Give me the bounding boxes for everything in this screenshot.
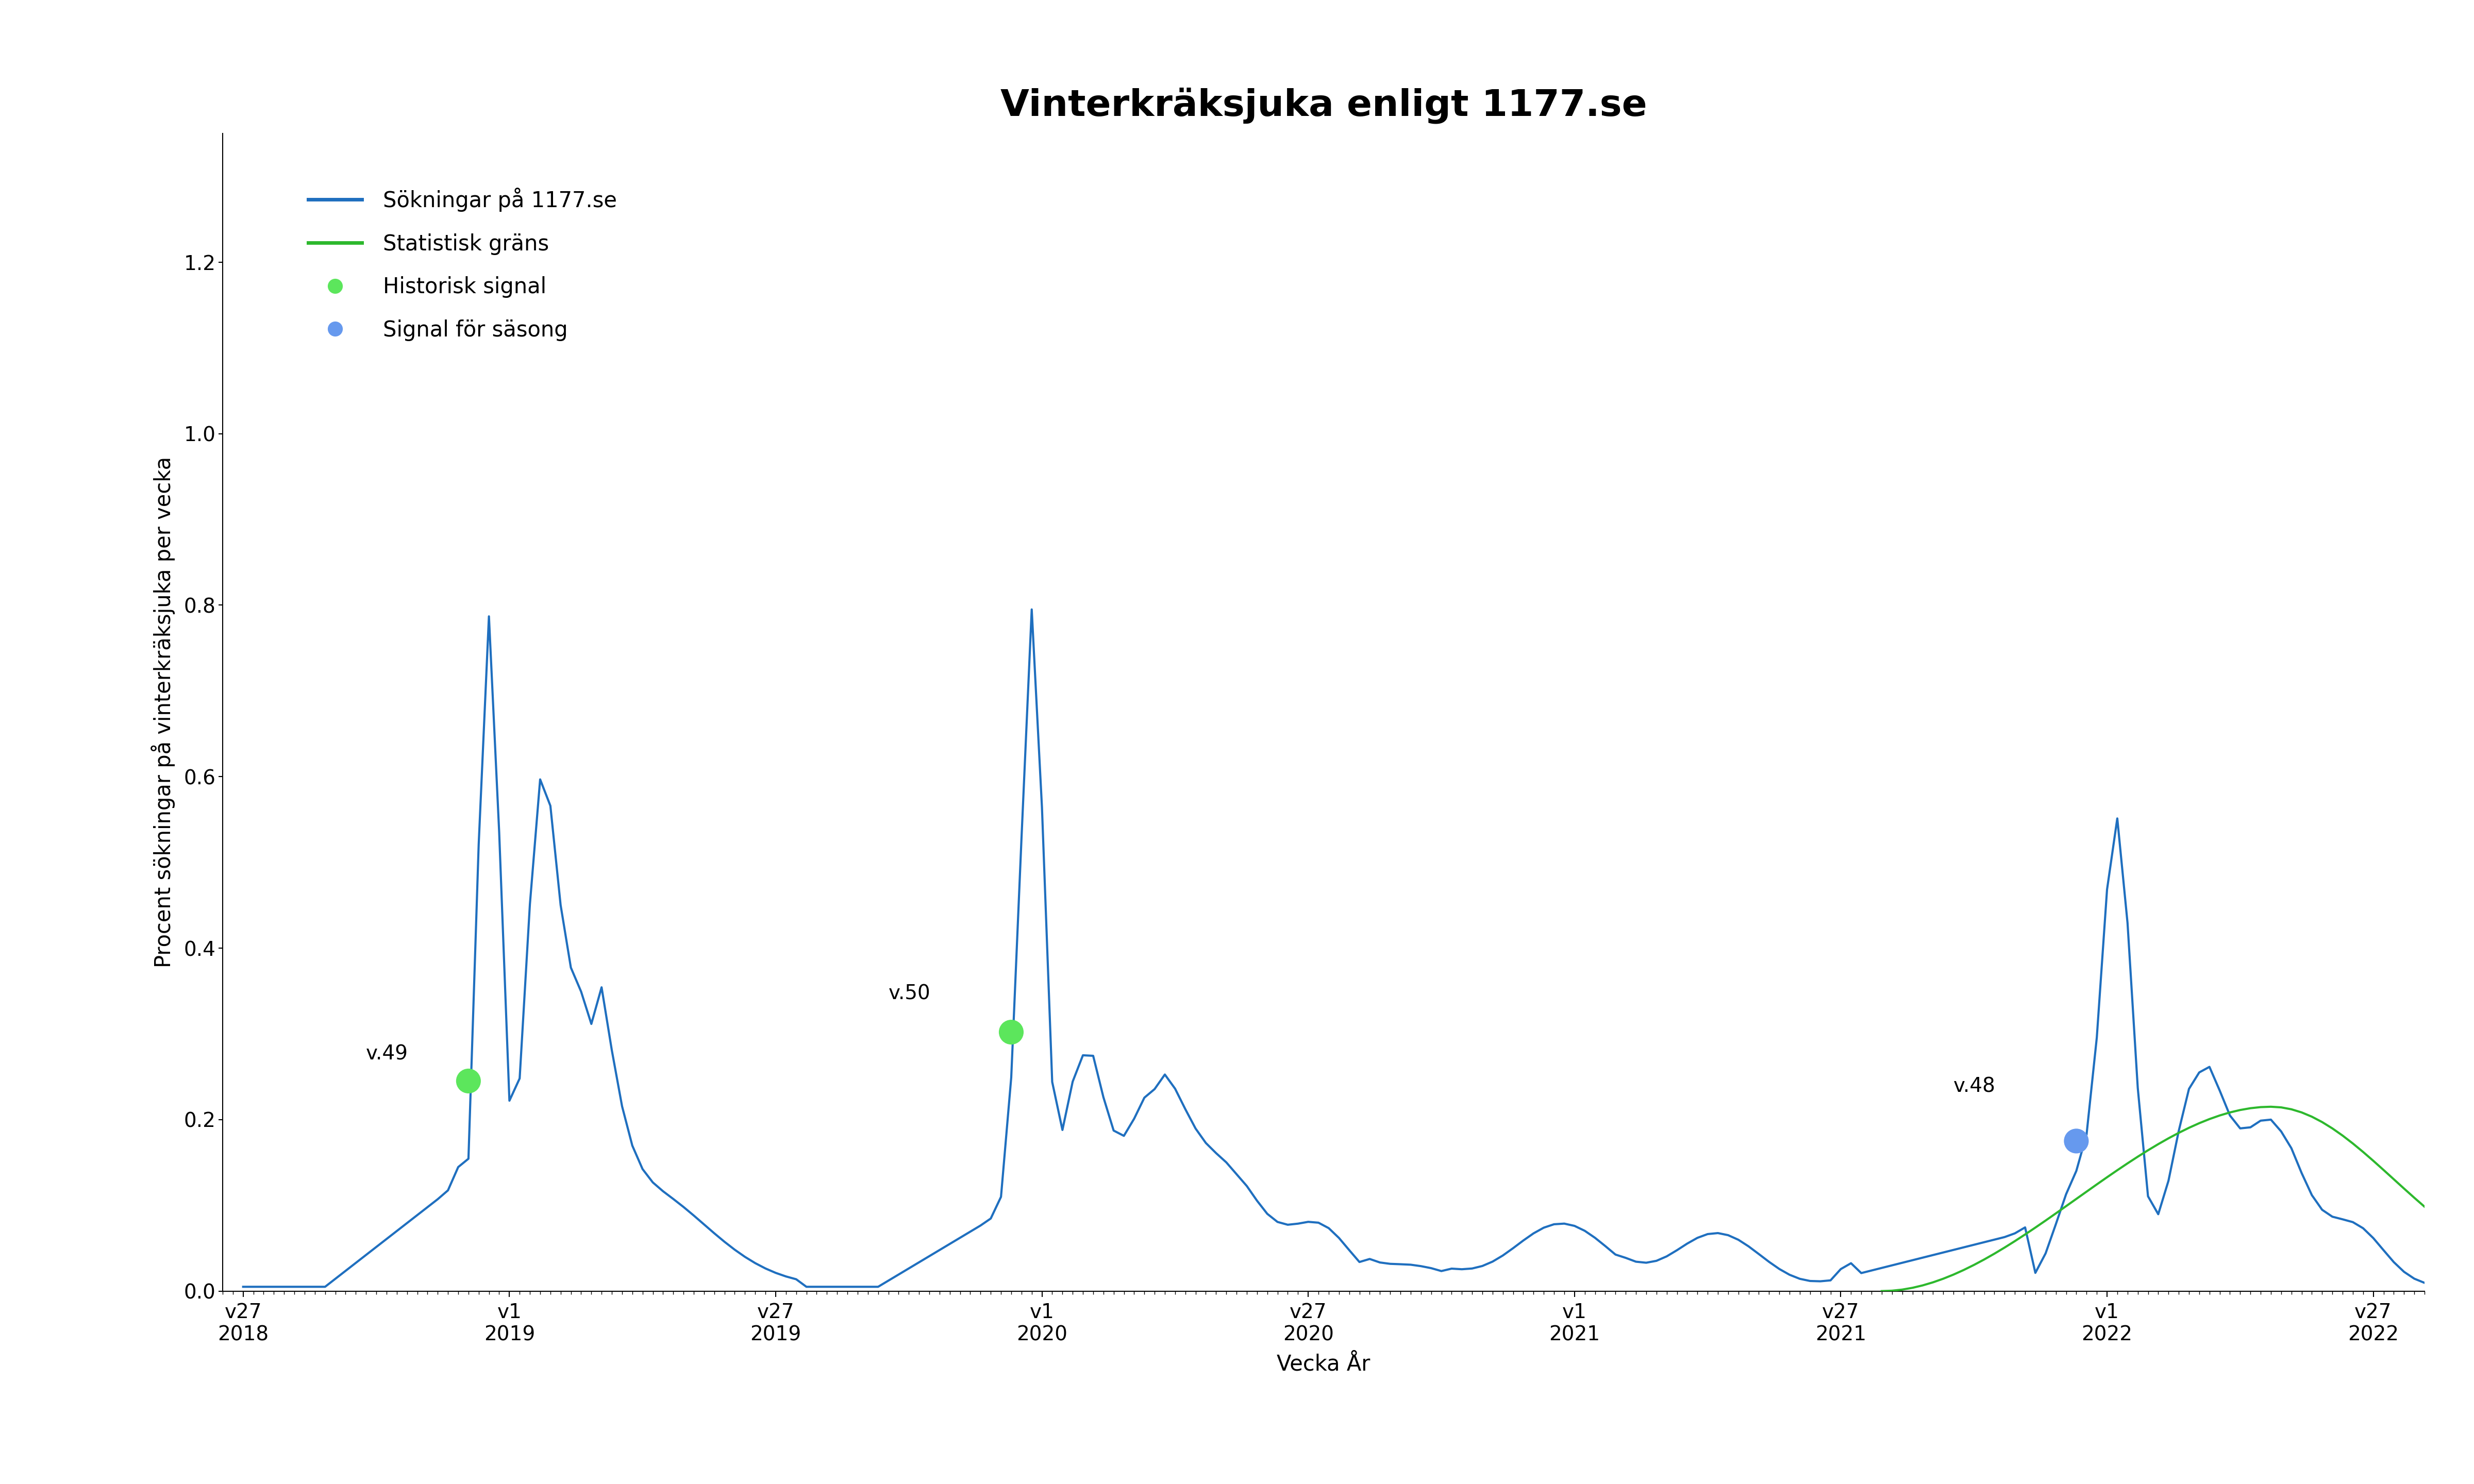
X-axis label: Vecka År: Vecka År	[1277, 1353, 1371, 1376]
Point	[448, 1068, 487, 1092]
Y-axis label: Procent sökningar på vinterkräksjuka per vecka: Procent sökningar på vinterkräksjuka per…	[151, 457, 176, 968]
Point	[2056, 1129, 2095, 1153]
Text: v.50: v.50	[888, 984, 930, 1003]
Title: Vinterkräksjuka enligt 1177.se: Vinterkräksjuka enligt 1177.se	[999, 88, 1648, 123]
Point	[992, 1021, 1032, 1045]
Text: v.49: v.49	[366, 1045, 408, 1064]
Text: v.48: v.48	[1954, 1077, 1997, 1097]
Legend: Sökningar på 1177.se, Statistisk gräns, Historisk signal, Signal för säsong: Sökningar på 1177.se, Statistisk gräns, …	[299, 180, 626, 350]
